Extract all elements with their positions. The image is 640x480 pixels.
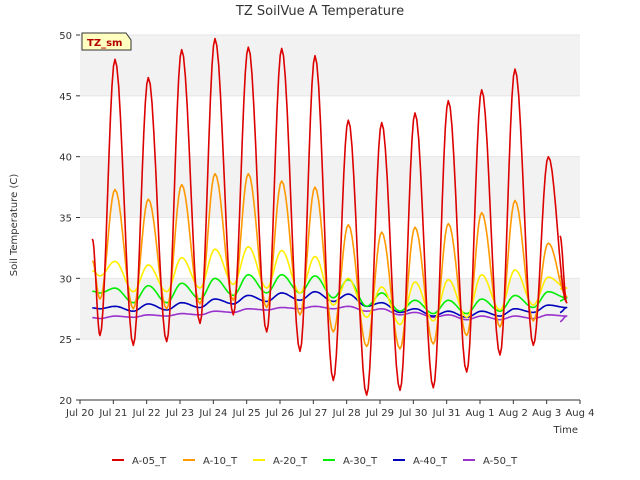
x-tick-label: Jul 29 xyxy=(365,408,394,419)
series-line-a-30-t xyxy=(92,273,568,315)
legend-label: A-20_T xyxy=(273,456,308,467)
y-tick-label: 45 xyxy=(59,92,72,103)
x-tick-label: Jul 25 xyxy=(232,408,261,419)
legend-label: A-40_T xyxy=(413,456,448,467)
x-tick-label: Aug 3 xyxy=(532,408,561,419)
x-axis-ticks: Jul 20 Jul 21 Jul 22 Jul 23 Jul 24 Jul 25 Jul … xyxy=(65,399,595,419)
x-tick-label: Jul 30 xyxy=(398,408,427,419)
x-tick-label: Aug 1 xyxy=(465,408,494,419)
series-lines xyxy=(91,37,568,396)
chart-title: TZ SoilVue A Temperature xyxy=(235,4,404,19)
x-tick-label: Aug 4 xyxy=(565,408,594,419)
y-tick-label: 20 xyxy=(59,396,72,407)
series-line-a-20-t xyxy=(92,245,568,326)
x-tick-label: Jul 23 xyxy=(165,408,194,419)
legend-label: A-10_T xyxy=(203,456,238,467)
x-tick-label: Aug 2 xyxy=(499,408,528,419)
x-axis-label: Time xyxy=(553,425,578,436)
y-tick-label: 25 xyxy=(59,335,72,346)
legend-label: A-30_T xyxy=(343,456,378,467)
legend-label: A-05_T xyxy=(132,456,167,467)
series-line-a-05-t xyxy=(91,37,568,396)
legend-label: A-50_T xyxy=(483,456,518,467)
x-tick-label: Jul 31 xyxy=(432,408,461,419)
y-axis-label: Soil Temperature (C) xyxy=(9,174,20,277)
y-tick-label: 50 xyxy=(59,31,72,42)
background-band xyxy=(80,35,580,96)
legend: A-05_T A-10_T A-20_T A-30_T A-40_T A-50_T xyxy=(112,456,518,467)
badge-label: TZ_sm xyxy=(87,38,122,49)
y-tick-label: 35 xyxy=(59,214,72,225)
badge-box xyxy=(81,32,132,51)
y-axis-ticks: 20 25 30 35 40 45 50 xyxy=(59,31,80,407)
x-tick-label: Jul 24 xyxy=(198,408,227,419)
x-tick-label: Jul 28 xyxy=(332,408,361,419)
y-tick-label: 40 xyxy=(59,153,72,164)
x-tick-label: Jul 22 xyxy=(132,408,161,419)
x-tick-label: Jul 21 xyxy=(98,408,127,419)
y-tick-label: 30 xyxy=(59,274,72,285)
badge: TZ_sm xyxy=(81,32,132,51)
x-tick-label: Jul 27 xyxy=(298,408,327,419)
series-line-a-50-t xyxy=(92,305,568,323)
series-line-a-10-t xyxy=(91,172,568,350)
series-line-a-40-t xyxy=(92,290,568,319)
background-band xyxy=(80,156,580,218)
x-tick-label: Jul 26 xyxy=(265,408,294,419)
x-tick-label: Jul 20 xyxy=(65,408,94,419)
